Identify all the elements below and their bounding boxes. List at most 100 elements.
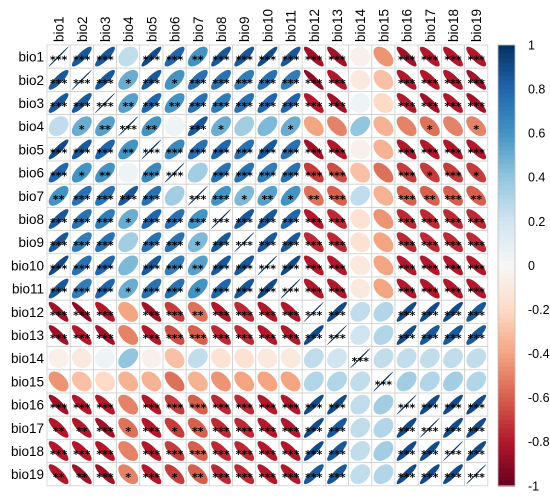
ellipse-bio12-bio1 xyxy=(48,301,69,322)
cell-bio8-bio3: *** xyxy=(93,206,118,231)
significance-bio11-bio2: *** xyxy=(73,286,91,299)
ellipse-bio7-bio5 xyxy=(141,185,162,206)
ellipse-bio13-bio10 xyxy=(257,325,278,345)
cell-bio10-bio17: *** xyxy=(417,253,442,278)
ellipse-bio16-bio15 xyxy=(373,394,394,415)
ellipse-bio6-bio16 xyxy=(396,162,417,183)
ellipse-bio11-bio10 xyxy=(257,278,278,299)
cell-bio15-bio15: *** xyxy=(371,369,396,394)
cell-bio19-bio15 xyxy=(371,462,396,487)
ellipse-bio6-bio1 xyxy=(48,162,69,183)
ellipse-bio16-bio8 xyxy=(211,394,231,415)
ellipse-bio2-bio16 xyxy=(396,69,417,90)
cell-bio19-bio11: *** xyxy=(278,462,303,487)
colorbar-segment xyxy=(498,459,515,465)
ellipse-bio8-bio9 xyxy=(234,209,255,229)
cell-bio5-bio9: *** xyxy=(232,137,257,162)
cell-bio11-bio8: *** xyxy=(208,276,233,301)
significance-bio3-bio1: *** xyxy=(50,100,68,113)
significance-bio10-bio17: *** xyxy=(421,262,439,275)
cell-bio8-bio10: *** xyxy=(255,206,280,231)
cell-bio7-bio9: * xyxy=(232,183,257,208)
cell-bio16-bio17: *** xyxy=(417,392,442,417)
significance-bio10-bio2: *** xyxy=(73,262,91,275)
ellipse-bio4-bio5 xyxy=(141,116,162,137)
ellipse-bio16-bio18 xyxy=(443,394,463,415)
cell-bio13-bio2: *** xyxy=(69,322,94,347)
ellipse-bio14-bio8 xyxy=(211,348,231,369)
significance-bio17-bio5: *** xyxy=(143,425,161,438)
colorbar-segment xyxy=(498,366,515,372)
ellipse-bio15-bio18 xyxy=(443,371,463,392)
ellipse-bio9-bio6 xyxy=(164,232,185,253)
ellipse-bio9-bio15 xyxy=(373,232,394,253)
cell-bio2-bio12: *** xyxy=(301,67,326,92)
ellipse-bio3-bio10 xyxy=(257,93,278,113)
cell-bio16-bio6: *** xyxy=(162,392,187,417)
significance-bio9-bio17: *** xyxy=(421,239,439,252)
colorbar-segment xyxy=(498,260,515,266)
cell-bio2-bio17: *** xyxy=(417,67,442,92)
cell-bio3-bio16: *** xyxy=(394,91,419,116)
cell-bio11-bio10: *** xyxy=(255,276,280,301)
ellipse-bio12-bio17 xyxy=(419,301,440,322)
significance-bio4-bio11: * xyxy=(288,123,294,136)
cell-bio16-bio9: *** xyxy=(232,392,257,417)
ellipse-bio18-bio15 xyxy=(373,441,394,461)
ellipse-bio1-bio19 xyxy=(466,46,487,67)
significance-bio10-bio13: *** xyxy=(328,262,346,275)
row-label-bio4: bio4 xyxy=(18,119,44,134)
ellipse-bio17-bio13 xyxy=(327,417,347,438)
cell-bio11-bio4: * xyxy=(116,276,141,301)
cell-bio18-bio7: *** xyxy=(185,438,210,463)
ellipse-bio18-bio5 xyxy=(141,441,162,461)
significance-bio8-bio13: *** xyxy=(328,216,346,229)
cell-bio4-bio19: * xyxy=(464,114,489,139)
ellipse-bio11-bio8 xyxy=(211,278,231,299)
ellipse-bio10-bio9 xyxy=(234,255,255,276)
ellipse-bio4-bio4 xyxy=(118,116,139,137)
row-label-bio1: bio1 xyxy=(18,50,44,65)
colorbar-segment xyxy=(498,283,515,289)
cell-bio7-bio16: *** xyxy=(394,183,419,208)
significance-bio9-bio7: * xyxy=(195,239,201,252)
ellipse-bio8-bio10 xyxy=(257,209,278,229)
ellipse-bio10-bio19 xyxy=(466,255,487,276)
colorbar-segment xyxy=(498,159,515,165)
significance-bio8-bio19: *** xyxy=(468,216,486,229)
ellipse-bio11-bio7 xyxy=(187,278,208,299)
ellipse-bio16-bio17 xyxy=(419,394,440,415)
ellipse-bio2-bio4 xyxy=(118,69,139,90)
cell-bio10-bio10: *** xyxy=(255,253,280,278)
colorbar-segment xyxy=(498,194,515,200)
cell-bio2-bio5: *** xyxy=(139,67,164,92)
ellipse-bio5-bio9 xyxy=(234,139,255,160)
significance-bio3-bio8: *** xyxy=(212,100,230,113)
ellipse-bio14-bio3 xyxy=(95,348,115,369)
ellipse-bio11-bio2 xyxy=(71,278,92,299)
ellipse-bio14-bio12 xyxy=(303,348,324,369)
ellipse-bio7-bio9 xyxy=(234,185,255,206)
colorbar-segment xyxy=(498,327,515,333)
cell-bio16-bio7: *** xyxy=(185,392,210,417)
cell-bio5-bio7: *** xyxy=(185,137,210,162)
significance-bio6-bio16: *** xyxy=(398,170,416,183)
cell-bio8-bio1: *** xyxy=(46,206,71,231)
significance-bio11-bio4: * xyxy=(125,286,131,299)
cell-bio17-bio8: *** xyxy=(208,415,233,440)
ellipse-bio9-bio2 xyxy=(71,232,92,253)
significance-bio10-bio19: *** xyxy=(468,262,486,275)
significance-bio8-bio11: *** xyxy=(282,216,300,229)
colorbar-segment xyxy=(498,71,515,77)
ellipse-bio9-bio3 xyxy=(95,232,115,253)
column-label-bio14: bio14 xyxy=(353,8,368,42)
significance-bio18-bio3: *** xyxy=(96,448,114,461)
ellipse-bio16-bio13 xyxy=(327,394,347,415)
ellipse-bio17-bio4 xyxy=(118,417,139,438)
cell-bio6-bio10: *** xyxy=(255,160,280,185)
significance-bio17-bio19: *** xyxy=(468,425,486,438)
row-label-bio6: bio6 xyxy=(18,166,44,181)
ellipse-bio15-bio10 xyxy=(257,371,278,392)
ellipse-bio11-bio14 xyxy=(350,278,371,299)
